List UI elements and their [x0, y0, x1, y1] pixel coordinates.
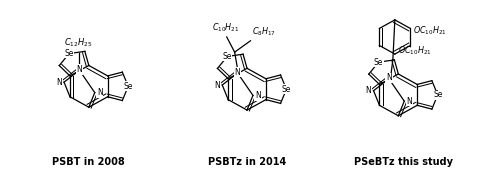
Text: $C_8H_{17}$: $C_8H_{17}$: [252, 25, 276, 38]
Text: Se: Se: [433, 90, 442, 99]
Text: Se: Se: [374, 58, 384, 67]
Text: N: N: [366, 86, 372, 95]
Text: N: N: [386, 73, 392, 82]
Text: N: N: [255, 91, 261, 100]
Text: PSBT in 2008: PSBT in 2008: [52, 157, 125, 167]
Text: Se: Se: [222, 52, 232, 61]
Text: $OC_{10}H_{21}$: $OC_{10}H_{21}$: [413, 24, 447, 37]
Text: Se: Se: [282, 85, 291, 94]
Text: N: N: [214, 81, 220, 89]
Text: N: N: [234, 68, 240, 77]
Text: N: N: [97, 88, 102, 97]
Text: Se: Se: [64, 49, 74, 58]
Text: $OC_{10}H_{21}$: $OC_{10}H_{21}$: [398, 44, 432, 56]
Text: $C_{12}H_{25}$: $C_{12}H_{25}$: [64, 37, 93, 49]
Text: N: N: [76, 65, 82, 74]
Text: PSBTz in 2014: PSBTz in 2014: [208, 157, 286, 167]
Text: N: N: [56, 78, 62, 87]
Text: Se: Se: [124, 82, 133, 91]
Text: PSeBTz this study: PSeBTz this study: [354, 157, 453, 167]
Text: N: N: [406, 97, 412, 106]
Text: $C_{10}H_{21}$: $C_{10}H_{21}$: [212, 22, 240, 34]
